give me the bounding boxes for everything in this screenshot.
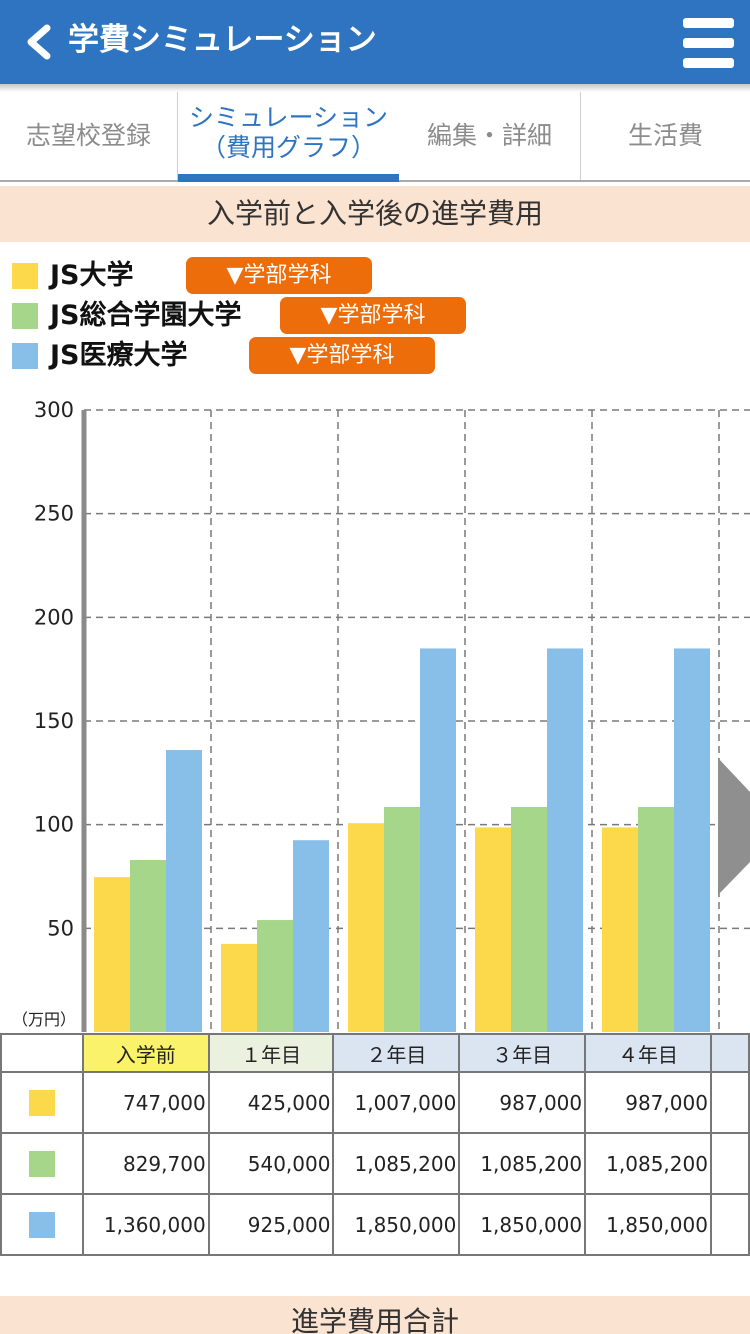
table-cell: 425,000: [207, 1071, 335, 1134]
bar: [257, 920, 293, 1032]
y-tick-label: 200: [34, 605, 74, 629]
app-header: 学費シミュレーション: [0, 0, 750, 84]
table-header-cell: １年目: [207, 1033, 335, 1073]
table-cell: 747,000: [81, 1071, 210, 1134]
bar: [384, 807, 420, 1032]
tab-school-registration[interactable]: 志望校登録: [0, 92, 178, 180]
row-swatch-cell: [0, 1132, 84, 1195]
table-cell: 925,000: [207, 1193, 335, 1256]
bar: [602, 827, 638, 1032]
chevron-left-icon[interactable]: [22, 24, 58, 60]
legend-swatch: [12, 343, 38, 369]
tab-edit-details[interactable]: 編集・詳細: [399, 92, 581, 180]
y-tick-label: 100: [34, 813, 74, 837]
legend-label: JS医療大学: [50, 340, 188, 371]
tab-label: 生活費: [627, 121, 703, 150]
bar: [547, 648, 583, 1032]
tab-simulation-graph[interactable]: シミュレーション （費用グラフ）: [178, 92, 399, 182]
bar: [94, 877, 130, 1032]
tab-living-expenses[interactable]: 生活費: [581, 92, 750, 180]
legend-label: JS大学: [50, 260, 134, 291]
y-tick-label: 150: [34, 709, 74, 733]
table-cell: 1,850,000: [332, 1193, 461, 1256]
tab-label: 志望校登録: [25, 121, 151, 150]
bar: [674, 648, 710, 1032]
tab-label: 編集・詳細: [426, 121, 552, 150]
table-row: 1,360,000 925,000 1,850,000 1,850,000 1,…: [0, 1193, 750, 1256]
table-cell: 1,085,200: [458, 1132, 587, 1195]
legend-swatch: [12, 303, 38, 329]
chevron-right-icon: [718, 758, 750, 895]
bar: [130, 859, 166, 1032]
table-cell: 987,000: [584, 1071, 712, 1134]
bar: [166, 750, 202, 1032]
table-cell: 1,850,000: [458, 1193, 587, 1256]
table-cell-partial: [709, 1193, 750, 1256]
hamburger-menu-icon[interactable]: [683, 18, 734, 68]
department-select-button[interactable]: ▼学部学科: [280, 297, 466, 334]
table-cell: 1,850,000: [584, 1193, 712, 1256]
tab-label-line2: （費用グラフ）: [200, 133, 376, 162]
tab-bar: 志望校登録 シミュレーション （費用グラフ） 編集・詳細 生活費: [0, 92, 750, 182]
section-title: 入学前と入学後の進学費用: [0, 186, 750, 242]
bar: [475, 827, 511, 1032]
bar: [348, 823, 384, 1032]
row-swatch-cell: [0, 1071, 84, 1134]
table-row: 829,700 540,000 1,085,200 1,085,200 1,08…: [0, 1132, 750, 1195]
table-header-cell-partial: [709, 1033, 750, 1073]
bar: [511, 807, 547, 1032]
tab-label-line1: シミュレーション: [188, 103, 388, 132]
table-header-cell: ４年目: [584, 1033, 712, 1073]
bar: [638, 807, 674, 1032]
table-cell: 1,360,000: [81, 1193, 210, 1256]
table-cell: 1,007,000: [332, 1071, 461, 1134]
table-cell: 987,000: [458, 1071, 587, 1134]
y-tick-label: 250: [34, 502, 74, 526]
bar: [293, 840, 329, 1032]
table-cell: 1,085,200: [332, 1132, 461, 1195]
row-swatch: [28, 1211, 55, 1238]
table-row: 747,000 425,000 1,007,000 987,000 987,00…: [0, 1071, 750, 1134]
y-axis-unit: （万円）: [12, 1010, 77, 1029]
table-header-row: 入学前 １年目 ２年目 ３年目 ４年目: [0, 1033, 750, 1073]
table-cell: 829,700: [81, 1132, 210, 1195]
bar: [221, 943, 257, 1032]
y-tick-label: 300: [34, 398, 74, 422]
table-header-cell: 入学前: [81, 1033, 210, 1073]
table-cell: 1,085,200: [584, 1132, 712, 1195]
header-shadow: [0, 84, 750, 92]
bar: [420, 648, 456, 1032]
cost-table: 入学前 １年目 ２年目 ３年目 ４年目 747,000 425,000 1,00…: [0, 1033, 750, 1256]
page-title: 学費シミュレーション: [68, 22, 377, 58]
row-swatch-cell: [0, 1193, 84, 1256]
section-title-total: 進学費用合計: [0, 1296, 750, 1334]
legend-swatch: [12, 263, 38, 289]
row-swatch: [28, 1089, 55, 1116]
department-select-button[interactable]: ▼学部学科: [249, 337, 435, 374]
cost-bar-chart: 50 100 150 200 250 300: [34, 398, 750, 1032]
table-cell: 540,000: [207, 1132, 335, 1195]
table-header-cell: ２年目: [332, 1033, 461, 1073]
y-tick-label: 50: [47, 916, 74, 940]
table-header-empty: [0, 1033, 84, 1073]
legend-label: JS総合学園大学: [50, 300, 242, 331]
table-cell-partial: [709, 1071, 750, 1134]
department-select-button[interactable]: ▼学部学科: [186, 257, 372, 294]
row-swatch: [28, 1150, 55, 1177]
table-header-cell: ３年目: [458, 1033, 587, 1073]
table-cell-partial: [709, 1132, 750, 1195]
